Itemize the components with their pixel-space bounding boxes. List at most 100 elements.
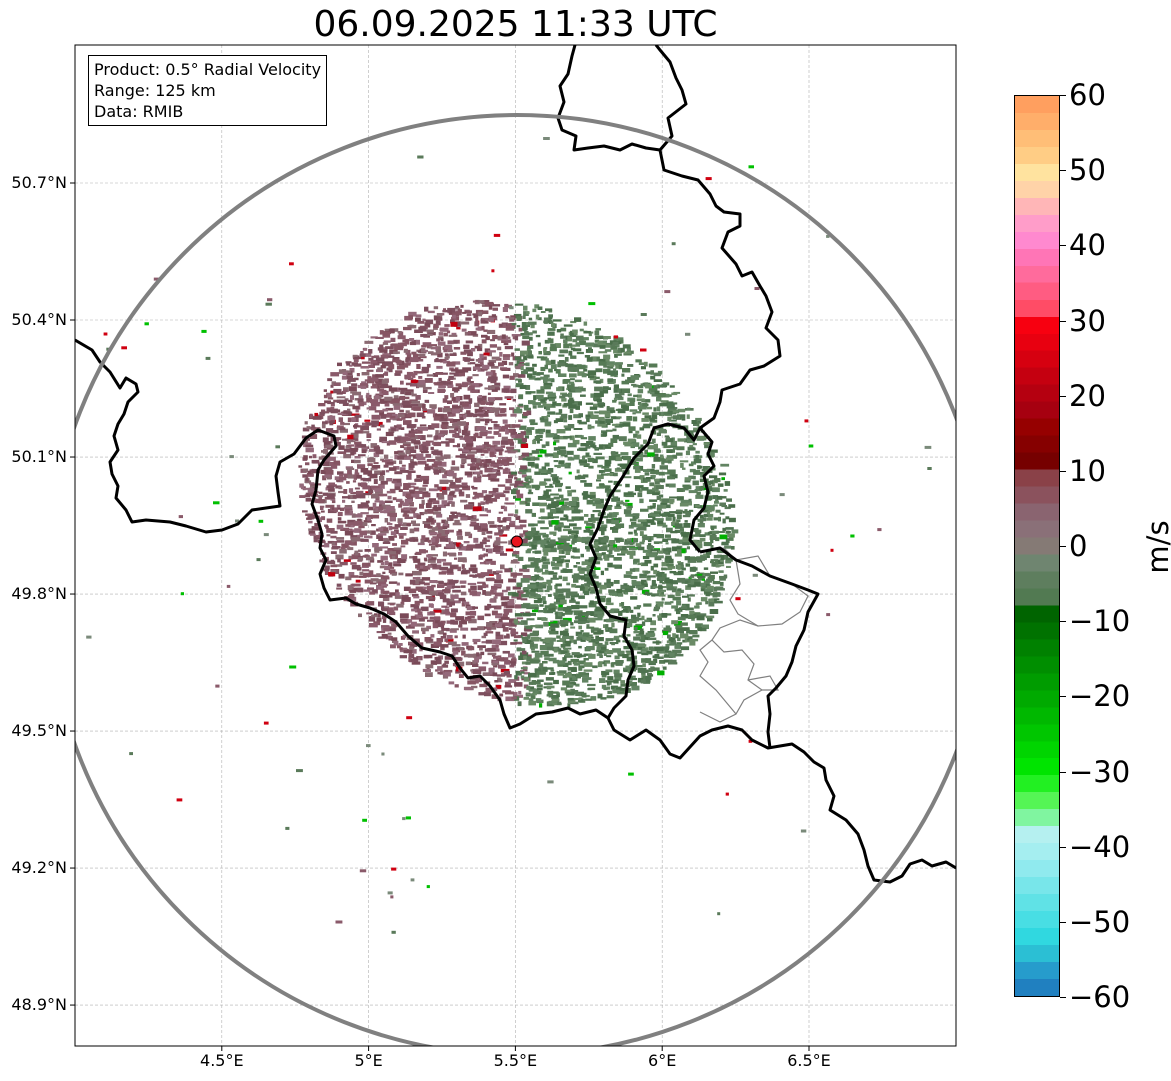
echo-pixel — [659, 505, 667, 509]
echo-pixel — [361, 361, 371, 364]
echo-pixel — [533, 558, 541, 563]
echo-pixel — [532, 538, 540, 544]
echo-pixel — [519, 470, 527, 475]
echo-pixel — [514, 613, 523, 617]
echo-pixel — [398, 503, 403, 508]
echo-pixel — [373, 452, 380, 457]
echo-pixel — [574, 317, 582, 322]
echo-pixel — [498, 362, 504, 367]
echo-pixel — [521, 443, 529, 448]
echo-pixel — [569, 501, 578, 506]
echo-pixel — [603, 336, 611, 339]
echo-pixel — [494, 579, 504, 584]
echo-pixel — [353, 475, 357, 480]
echo-pixel — [604, 468, 612, 472]
echo-pixel — [721, 477, 725, 481]
echo-pixel — [495, 424, 500, 428]
echo-pixel — [626, 652, 631, 656]
echo-pixel — [659, 580, 663, 584]
echo-pixel — [421, 366, 430, 372]
echo-pixel — [400, 436, 409, 442]
echo-pixel — [623, 509, 632, 515]
echo-pixel — [490, 339, 495, 342]
echo-pixel — [541, 564, 549, 569]
echo-pixel — [593, 343, 602, 348]
echo-pixel — [322, 461, 330, 466]
echo-pixel — [697, 627, 702, 632]
echo-pixel — [327, 468, 333, 472]
echo-pixel — [610, 548, 618, 551]
echo-pixel — [489, 599, 495, 603]
echo-pixel — [347, 380, 351, 384]
echo-pixel — [512, 551, 520, 555]
echo-pixel — [318, 403, 326, 407]
echo-pixel — [347, 547, 354, 551]
echo-pixel — [382, 413, 391, 418]
echo-pixel — [606, 406, 610, 411]
echo-pixel — [715, 509, 721, 513]
echo-pixel — [551, 698, 560, 702]
echo-pixel — [522, 575, 531, 580]
echo-pixel — [470, 389, 478, 393]
echo-pixel — [349, 417, 356, 422]
echo-pixel — [654, 557, 662, 561]
echo-pixel — [549, 509, 557, 514]
echo-pixel — [541, 444, 546, 448]
echo-pixel — [696, 560, 703, 563]
echo-pixel — [336, 392, 343, 395]
echo-pixel — [572, 364, 578, 368]
echo-pixel — [453, 396, 457, 402]
echo-pixel — [563, 648, 568, 652]
echo-pixel — [321, 423, 326, 429]
echo-pixel — [539, 417, 545, 421]
echo-pixel — [496, 657, 503, 661]
echo-pixel — [593, 617, 603, 621]
echo-pixel — [465, 661, 471, 666]
echo-pixel — [353, 537, 361, 541]
echo-pixel — [585, 526, 593, 529]
echo-pixel — [606, 578, 611, 584]
echo-pixel — [452, 423, 459, 426]
echo-pixel — [682, 639, 687, 643]
echo-pixel — [667, 406, 675, 412]
echo-pixel — [656, 396, 662, 402]
echo-pixel — [648, 539, 652, 543]
echo-pixel — [719, 502, 726, 507]
echo-pixel — [360, 539, 369, 542]
echo-pixel — [347, 370, 351, 373]
echo-pixel — [382, 470, 386, 476]
echo-pixel — [598, 661, 603, 664]
echo-pixel — [510, 631, 519, 635]
echo-pixel — [588, 558, 595, 563]
echo-pixel — [458, 552, 463, 556]
echo-pixel — [454, 519, 460, 524]
echo-pixel — [629, 409, 638, 412]
echo-pixel — [473, 314, 479, 319]
echo-pixel — [633, 529, 637, 534]
echo-pixel — [384, 361, 394, 366]
echo-pixel — [492, 468, 498, 472]
echo-pixel — [382, 618, 387, 623]
echo-pixel — [380, 555, 388, 561]
echo-pixel — [514, 348, 520, 351]
echo-pixel — [494, 592, 504, 597]
echo-pixel — [419, 503, 424, 509]
echo-pixel — [673, 415, 680, 420]
echo-pixel — [322, 421, 328, 425]
echo-pixel — [615, 523, 625, 528]
echo-pixel — [555, 507, 564, 512]
echo-pixel — [414, 478, 423, 482]
echo-pixel — [520, 632, 528, 637]
echo-pixel — [343, 453, 351, 459]
echo-pixel — [649, 499, 658, 502]
echo-pixel — [554, 343, 561, 348]
echo-pixel — [431, 537, 439, 543]
echo-pixel — [380, 527, 389, 532]
echo-pixel — [350, 535, 358, 539]
echo-pixel — [597, 340, 606, 346]
echo-pixel — [598, 537, 607, 541]
echo-pixel — [493, 584, 502, 588]
echo-pixel — [465, 611, 473, 616]
echo-pixel — [580, 553, 584, 558]
echo-pixel — [410, 537, 415, 542]
